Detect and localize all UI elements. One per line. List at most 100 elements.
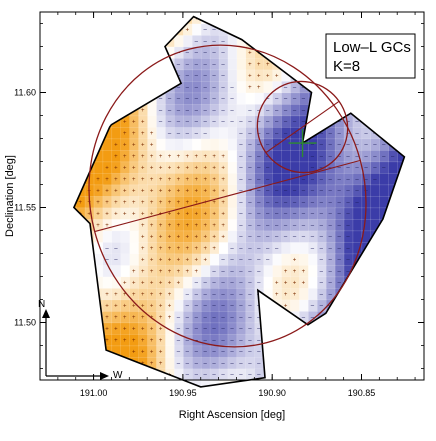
minus-marker: – (400, 108, 404, 114)
map-cell (316, 356, 327, 370)
plus-marker: + (114, 85, 118, 91)
map-cell (73, 46, 77, 59)
plus-marker: + (105, 85, 109, 91)
minus-marker: – (177, 327, 181, 333)
minus-marker: – (329, 327, 333, 333)
minus-marker: – (239, 269, 243, 275)
minus-marker: – (320, 143, 324, 149)
plus-marker: + (168, 269, 172, 275)
map-cell (388, 80, 398, 94)
plus-marker: + (123, 166, 127, 172)
minus-marker: – (230, 373, 234, 379)
minus-marker: – (391, 97, 395, 103)
minus-marker: – (302, 85, 306, 91)
map-cell (263, 264, 273, 278)
minus-marker: – (364, 166, 368, 172)
map-cell (111, 46, 121, 59)
map-cell (73, 253, 77, 266)
minus-marker: – (355, 327, 359, 333)
map-cell (227, 16, 238, 25)
minus-marker: – (239, 177, 243, 183)
minus-marker: – (266, 154, 270, 160)
minus-marker: – (186, 62, 190, 68)
minus-marker: – (248, 304, 252, 310)
plus-marker: + (123, 97, 127, 103)
minus-marker: – (204, 350, 208, 356)
plus-marker: + (150, 166, 154, 172)
map-cell (370, 16, 380, 25)
minus-marker: – (212, 62, 216, 68)
minus-marker: – (329, 350, 333, 356)
map-cell (93, 23, 104, 36)
minus-marker: – (195, 361, 199, 367)
plus-marker: + (141, 315, 145, 321)
map-cell (84, 322, 95, 335)
plus-marker: + (177, 281, 181, 287)
map-cell (271, 368, 282, 381)
plus-marker: + (123, 28, 127, 34)
map-cell (397, 195, 405, 209)
minus-marker: – (239, 189, 243, 195)
map-cell (75, 218, 86, 232)
map-cell (227, 138, 238, 151)
minus-marker: – (329, 189, 333, 195)
minus-marker: – (186, 338, 190, 344)
plus-marker: + (87, 62, 91, 68)
minus-marker: – (364, 108, 368, 114)
map-cell (388, 16, 398, 25)
minus-marker: – (293, 223, 297, 229)
plus-marker: + (141, 131, 145, 137)
plus-marker: + (168, 154, 172, 160)
minus-marker: – (391, 327, 395, 333)
minus-marker: – (338, 154, 342, 160)
minus-marker: – (355, 189, 359, 195)
map-cell (218, 241, 229, 255)
y-axis-label: Declination [deg] (4, 155, 16, 237)
map-cell (120, 264, 130, 278)
map-cell (75, 333, 86, 347)
minus-marker: – (329, 212, 333, 218)
plus-marker: + (150, 131, 154, 137)
plus-marker: + (159, 258, 163, 264)
minus-marker: – (382, 350, 386, 356)
map-cell (397, 80, 405, 94)
plus-marker: + (168, 166, 172, 172)
minus-marker: – (275, 189, 279, 195)
minus-marker: – (212, 269, 216, 275)
plus-marker: + (150, 235, 154, 241)
plus-marker: + (284, 28, 288, 34)
minus-marker: – (257, 269, 261, 275)
map-cell (379, 103, 389, 117)
map-cell (388, 253, 398, 266)
map-cell (298, 299, 309, 312)
minus-marker: – (338, 235, 342, 241)
minus-marker: – (221, 281, 225, 287)
minus-marker: – (293, 361, 297, 367)
plus-marker: + (221, 189, 225, 195)
plus-marker: + (105, 39, 109, 45)
plus-marker: + (275, 292, 279, 298)
minus-marker: – (311, 200, 315, 206)
plus-marker: + (123, 200, 127, 206)
minus-marker: – (293, 97, 297, 103)
map-cell (397, 310, 405, 324)
minus-marker: – (311, 235, 315, 241)
minus-marker: – (338, 338, 342, 344)
minus-marker: – (195, 108, 199, 114)
plus-marker: + (78, 281, 82, 287)
plus-marker: + (114, 292, 118, 298)
plus-marker: + (195, 200, 199, 206)
minus-marker: – (266, 166, 270, 172)
axis-ticks: 191.00 190.95 190.90 190.85 11.50 11.55 11.60 (14, 12, 424, 398)
plus-marker: + (177, 189, 181, 195)
minus-marker: – (257, 281, 261, 287)
minus-marker: – (266, 143, 270, 149)
minus-marker: – (364, 97, 368, 103)
plus-marker: + (159, 361, 163, 367)
minus-marker: – (221, 120, 225, 126)
map-cell (218, 138, 229, 151)
map-cell (84, 368, 95, 381)
map-cell (379, 253, 389, 266)
map-cell (271, 23, 282, 36)
minus-marker: – (257, 131, 261, 137)
